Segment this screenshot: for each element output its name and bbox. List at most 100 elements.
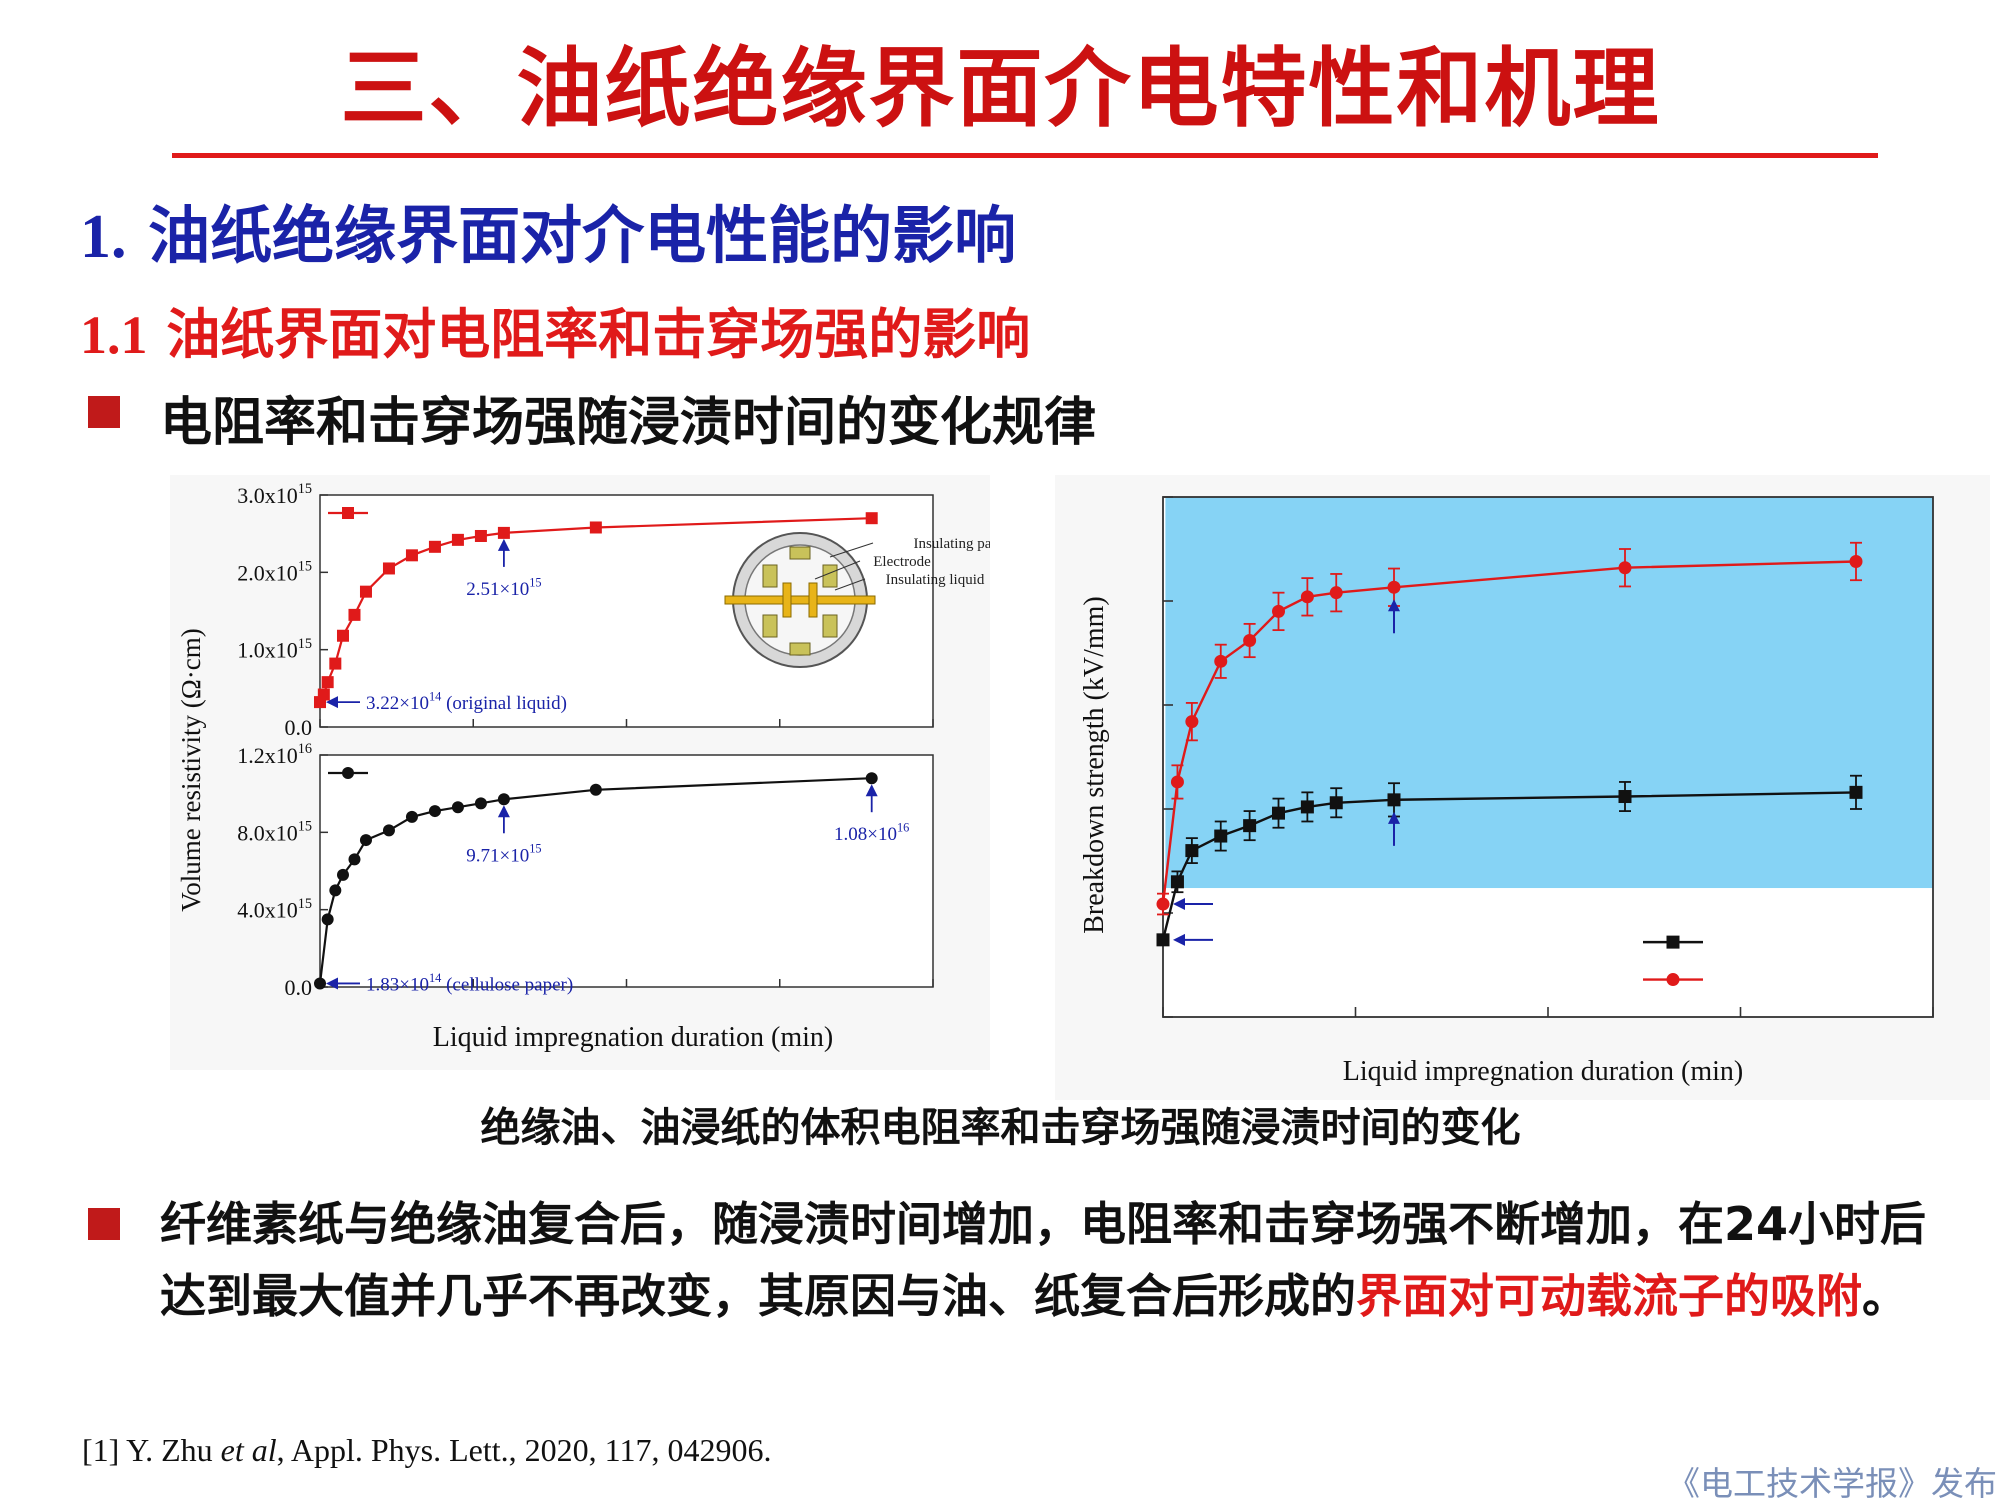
annotation-label: 2.51×1015 bbox=[466, 575, 541, 600]
y-tick-label-exp: 15 bbox=[298, 896, 312, 912]
inset-paper-icon bbox=[789, 642, 811, 656]
data-point bbox=[1272, 806, 1285, 820]
data-point bbox=[1214, 654, 1228, 668]
data-point bbox=[428, 540, 441, 553]
x-axis-label: Liquid impregnation duration (min) bbox=[1343, 1056, 1743, 1087]
legend-marker bbox=[1666, 935, 1680, 949]
composite-region bbox=[1165, 497, 1933, 889]
data-point bbox=[589, 521, 602, 534]
data-point bbox=[1243, 634, 1257, 648]
y-tick-label-base: 2.0x10 bbox=[237, 560, 298, 585]
y-tick-label: 4.0x1015 bbox=[237, 896, 312, 923]
y-axis-label: Breakdown strength (kV/mm) bbox=[1079, 596, 1110, 934]
inset-paper-icon bbox=[789, 546, 811, 560]
inset-electrode-rod bbox=[724, 595, 876, 605]
data-point bbox=[382, 562, 395, 575]
annotation-label: 9.71×1015 bbox=[466, 842, 541, 867]
y-tick-label-base: 8.0x10 bbox=[237, 820, 298, 845]
inset-paper-icon bbox=[762, 614, 778, 638]
breakdown-plot bbox=[1156, 496, 1934, 1018]
annotation-arrowhead bbox=[497, 538, 510, 551]
bullet-square-icon bbox=[88, 1208, 120, 1240]
reference-suffix: , Appl. Phys. Lett., 2020, 117, 042906. bbox=[276, 1432, 772, 1468]
data-point bbox=[1243, 819, 1257, 833]
inset-paper-icon bbox=[822, 564, 838, 588]
subsection-text: 油纸界面对电阻率和击穿场强的影响 bbox=[166, 303, 1031, 366]
annotation-label-base: 1.83×10 bbox=[366, 974, 429, 995]
section-number: 1. bbox=[80, 203, 127, 271]
inset-label-electrode: Electrode bbox=[873, 554, 931, 570]
data-point bbox=[317, 688, 330, 701]
y-tick-label: 1.2x1016 bbox=[237, 741, 312, 768]
data-point bbox=[1170, 775, 1184, 789]
data-point bbox=[336, 629, 349, 642]
annotation-arrowhead bbox=[326, 977, 338, 990]
data-point bbox=[1170, 875, 1184, 889]
inset-leader-line bbox=[829, 542, 874, 558]
inset-paper-icon bbox=[762, 564, 778, 588]
annotation-arrowhead bbox=[497, 805, 510, 818]
annotation-label-base: 9.71×10 bbox=[466, 845, 529, 866]
data-point bbox=[865, 512, 878, 525]
y-tick-label-base: 1.0x10 bbox=[237, 638, 298, 663]
annotation-label-exp: 16 bbox=[897, 821, 909, 835]
data-point bbox=[405, 810, 418, 823]
data-point bbox=[329, 657, 342, 670]
inset-electrode-plate bbox=[808, 582, 818, 618]
data-point bbox=[1618, 790, 1632, 804]
annotation-label-exp: 14 bbox=[429, 971, 441, 985]
inset-paper-icon bbox=[822, 614, 838, 638]
data-point bbox=[321, 676, 334, 689]
data-point bbox=[1618, 561, 1632, 575]
data-point bbox=[1329, 796, 1343, 810]
annotation-label-exp: 14 bbox=[429, 690, 441, 704]
data-point bbox=[589, 783, 602, 796]
data-point bbox=[474, 797, 487, 810]
annotation-label-exp: 15 bbox=[529, 842, 541, 856]
bullet-2-text: 纤维素纸与绝缘油复合后，随浸渍时间增加，电阻率和击穿场强不断增加，在24小时后达… bbox=[160, 1188, 1950, 1332]
inset-leader-line bbox=[834, 578, 866, 591]
data-point bbox=[1849, 554, 1863, 568]
data-point bbox=[1849, 785, 1863, 799]
y-tick-label-base: 4.0x10 bbox=[237, 898, 298, 923]
reference: [1] Y. Zhu et al, Appl. Phys. Lett., 202… bbox=[82, 1432, 771, 1469]
data-point bbox=[497, 793, 510, 806]
reference-italic: et al bbox=[220, 1432, 277, 1468]
data-point bbox=[1329, 586, 1343, 600]
data-point bbox=[1387, 793, 1401, 807]
y-tick-label-base: 3.0x10 bbox=[237, 483, 298, 508]
data-point bbox=[348, 853, 361, 866]
data-point bbox=[1387, 580, 1401, 594]
data-point bbox=[451, 533, 464, 546]
annotation-arrowhead bbox=[865, 784, 878, 797]
annotation-arrowhead bbox=[326, 696, 338, 709]
title-divider bbox=[172, 153, 1878, 158]
data-point bbox=[1156, 897, 1170, 911]
annotation-label-base: 1.08×10 bbox=[834, 824, 897, 845]
inset-label-liquid: Insulating liquid bbox=[886, 572, 985, 588]
y-tick-label-exp: 15 bbox=[298, 558, 312, 574]
y-axis-label: Volume resistivity (Ω·cm) bbox=[176, 628, 206, 912]
inset-label-paper: Insulating paper bbox=[913, 536, 990, 552]
x-axis-label: Liquid impregnation duration (min) bbox=[433, 1022, 833, 1053]
data-point bbox=[1300, 590, 1314, 604]
bullet-2-highlight: 界面对可动载流子的吸附 bbox=[1356, 1269, 1862, 1323]
annotation-arrowhead bbox=[1388, 599, 1400, 612]
inset-electrode-plate bbox=[782, 582, 792, 618]
y-tick-label-exp: 15 bbox=[298, 636, 312, 652]
y-tick-label: 0.0 bbox=[285, 975, 313, 1000]
data-point bbox=[329, 884, 342, 897]
publisher-watermark: 《电工技术学报》发布 bbox=[1667, 1464, 1997, 1503]
data-point bbox=[405, 549, 418, 562]
section-text: 油纸绝缘界面对介电性能的影响 bbox=[148, 199, 1017, 272]
breakdown-chart: Breakdown strength (kV/mm) Liquid impreg… bbox=[1055, 475, 1990, 1100]
y-tick-label-base: 0.0 bbox=[285, 715, 313, 740]
annotation-arrowhead bbox=[1388, 811, 1400, 824]
subsection-heading: 1.1 油纸界面对电阻率和击穿场强的影响 bbox=[80, 290, 1030, 369]
y-tick-label: 8.0x1015 bbox=[237, 818, 312, 845]
legend-marker bbox=[342, 507, 354, 519]
figure-caption: 绝缘油、油浸纸的体积电阻率和击穿场强随浸渍时间的变化 bbox=[480, 1105, 1521, 1151]
y-tick-label: 3.0x1015 bbox=[237, 481, 312, 508]
